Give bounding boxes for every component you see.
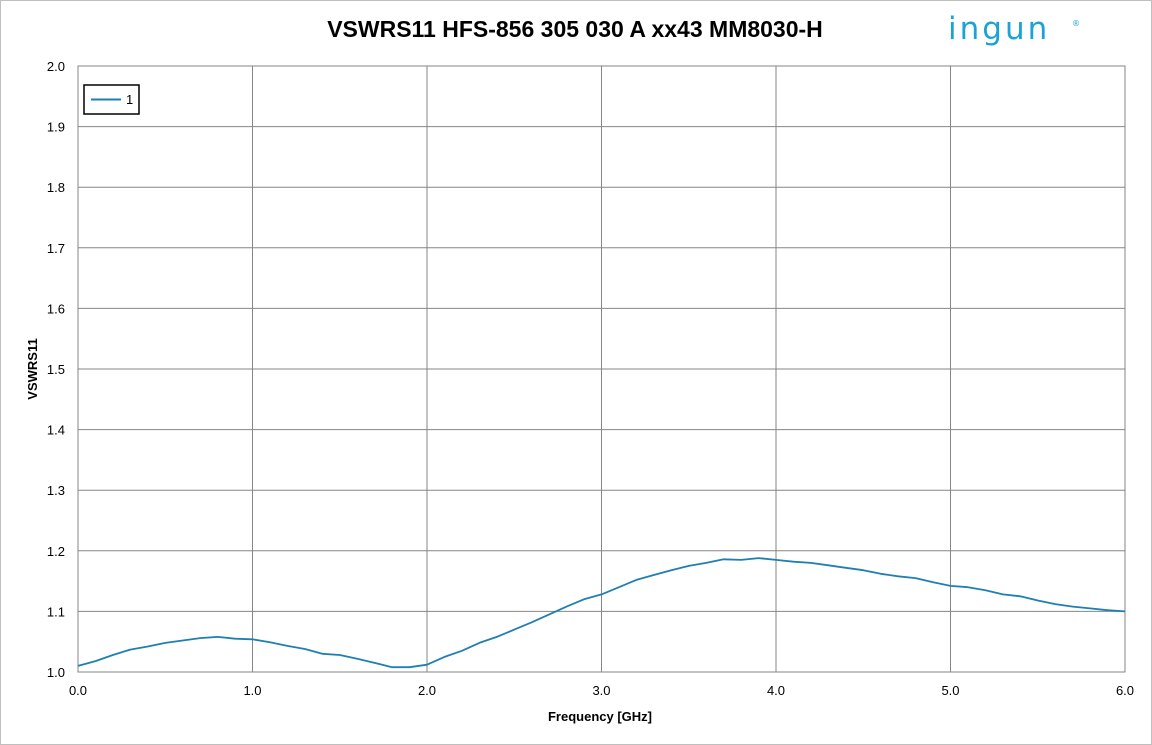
- x-tick-label: 2.0: [418, 683, 436, 698]
- x-tick-label: 3.0: [592, 683, 610, 698]
- tick-labels: 0.0 1.0 2.0 3.0 4.0 5.0 6.0 1.0 1.1 1.2 1.3 1.4 1.5 1…: [47, 59, 1134, 698]
- y-tick-label: 1.2: [47, 544, 65, 559]
- y-tick-label: 1.5: [47, 362, 65, 377]
- ingun-logo: ingun ®: [948, 11, 1080, 47]
- chart-title: VSWRS11 HFS-856 305 030 A xx43 MM8030-H: [327, 16, 823, 42]
- y-tick-label: 1.8: [47, 180, 65, 195]
- y-tick-label: 1.9: [47, 120, 65, 135]
- y-axis-label: VSWRS11: [25, 338, 40, 399]
- x-tick-label: 6.0: [1116, 683, 1134, 698]
- logo-registered-mark: ®: [1072, 19, 1080, 28]
- y-tick-label: 1.4: [47, 423, 65, 438]
- legend-label: 1: [126, 92, 133, 107]
- x-tick-label: 1.0: [243, 683, 261, 698]
- x-axis-label: Frequency [GHz]: [548, 709, 652, 724]
- y-tick-label: 1.3: [47, 483, 65, 498]
- y-tick-label: 1.0: [47, 665, 65, 680]
- plot-area-border: [77, 65, 1126, 673]
- y-tick-label: 1.6: [47, 301, 65, 316]
- series-line-1: [77, 557, 1126, 669]
- x-tick-label: 0.0: [69, 683, 87, 698]
- logo-wordmark: ingun: [948, 11, 1050, 47]
- x-tick-label: 4.0: [767, 683, 785, 698]
- y-tick-label: 2.0: [47, 59, 65, 74]
- y-tick-label: 1.1: [47, 604, 65, 619]
- x-tick-label: 5.0: [941, 683, 959, 698]
- legend: 1: [83, 84, 140, 115]
- y-tick-label: 1.7: [47, 241, 65, 256]
- grid-lines: [77, 65, 1126, 673]
